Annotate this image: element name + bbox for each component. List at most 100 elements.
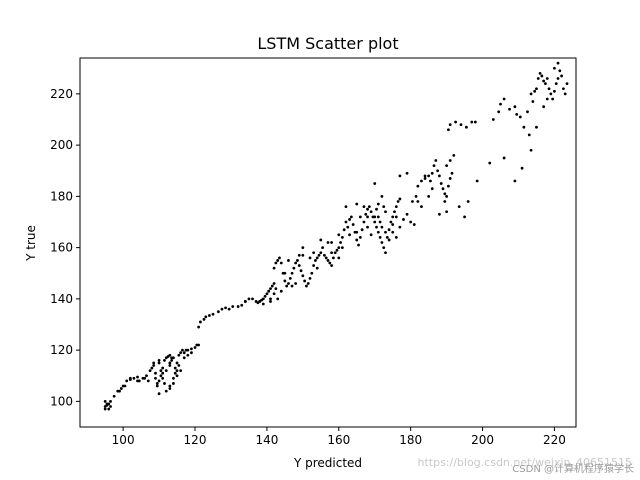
- data-point: [326, 259, 330, 262]
- data-point: [330, 241, 333, 244]
- data-point: [420, 179, 423, 183]
- data-point: [393, 210, 396, 214]
- data-point: [438, 212, 441, 216]
- data-point: [423, 174, 427, 178]
- data-point: [391, 230, 395, 234]
- data-point: [513, 179, 517, 183]
- data-point: [538, 71, 542, 75]
- data-point: [402, 218, 405, 221]
- data-point: [103, 399, 107, 403]
- data-point: [357, 243, 360, 247]
- data-point: [355, 238, 359, 242]
- data-point: [148, 369, 152, 373]
- data-point: [502, 97, 506, 101]
- points-layer: [103, 61, 569, 411]
- data-point: [563, 92, 567, 96]
- data-point: [159, 369, 163, 373]
- data-point: [204, 315, 208, 319]
- data-point: [118, 389, 121, 393]
- data-point: [488, 161, 492, 165]
- data-point: [175, 361, 179, 365]
- data-point: [445, 164, 449, 168]
- data-point: [348, 218, 351, 221]
- data-point: [432, 164, 436, 168]
- data-point: [411, 200, 414, 203]
- data-point: [522, 125, 526, 129]
- data-point: [177, 364, 181, 367]
- data-point: [430, 171, 434, 175]
- data-point: [545, 77, 549, 80]
- data-point: [565, 82, 569, 86]
- data-point: [155, 382, 159, 385]
- data-point: [132, 376, 136, 380]
- data-point: [375, 207, 378, 211]
- data-point: [535, 87, 538, 91]
- data-point: [119, 387, 123, 390]
- data-point: [409, 220, 413, 224]
- y-tick-label: 200: [50, 138, 73, 152]
- data-point: [317, 253, 321, 257]
- data-point: [398, 174, 402, 178]
- data-point: [168, 361, 172, 365]
- data-point: [105, 403, 109, 407]
- data-point: [168, 384, 172, 388]
- data-point: [287, 259, 290, 262]
- data-point: [267, 289, 271, 293]
- data-point: [326, 241, 330, 244]
- data-point: [414, 194, 418, 198]
- data-point: [508, 107, 511, 111]
- data-point: [339, 241, 342, 244]
- data-point: [340, 235, 344, 239]
- data-point: [366, 207, 369, 211]
- data-point: [163, 382, 166, 385]
- data-point: [438, 174, 441, 178]
- data-point: [427, 194, 431, 198]
- data-point: [540, 74, 544, 78]
- data-point: [292, 266, 296, 270]
- data-point: [324, 256, 328, 260]
- data-point: [340, 246, 344, 250]
- data-point: [412, 223, 416, 226]
- data-point: [103, 407, 107, 411]
- data-point: [533, 89, 537, 93]
- data-point: [163, 358, 166, 362]
- data-point: [445, 194, 449, 198]
- data-point: [549, 92, 553, 96]
- watermark-brand: CSDN @计算机程序猿学长: [512, 462, 634, 475]
- data-point: [179, 369, 183, 373]
- data-point: [294, 282, 298, 285]
- data-point: [251, 297, 254, 301]
- data-point: [529, 92, 533, 96]
- data-point: [297, 264, 301, 267]
- data-point: [150, 366, 154, 370]
- data-point: [375, 225, 378, 229]
- data-point: [136, 375, 139, 379]
- data-point: [274, 261, 278, 265]
- data-point: [355, 230, 359, 234]
- data-point: [146, 379, 150, 383]
- data-point: [314, 259, 317, 262]
- data-point: [396, 200, 400, 203]
- data-point: [168, 387, 172, 390]
- data-point: [378, 235, 382, 239]
- data-point: [172, 356, 175, 360]
- data-point: [181, 348, 184, 352]
- data-point: [441, 187, 445, 191]
- data-point: [202, 317, 206, 321]
- data-point: [270, 284, 274, 288]
- x-tick-label: 120: [184, 433, 207, 447]
- data-point: [389, 220, 393, 224]
- data-point: [376, 215, 380, 219]
- data-point: [125, 379, 129, 383]
- y-tick-label: 180: [50, 189, 73, 203]
- data-point: [308, 276, 312, 280]
- data-point: [529, 148, 533, 152]
- data-point: [547, 87, 551, 91]
- data-point: [172, 376, 175, 380]
- data-point: [173, 371, 177, 375]
- data-point: [405, 212, 409, 216]
- data-point: [323, 253, 326, 257]
- data-point: [109, 405, 112, 408]
- data-point: [499, 102, 502, 106]
